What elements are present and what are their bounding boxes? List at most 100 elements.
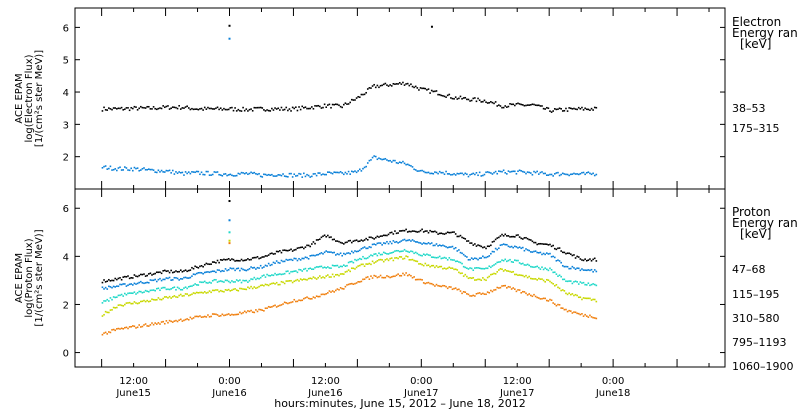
data-point <box>365 91 367 94</box>
y-tick-label: 2 <box>63 300 69 311</box>
data-point <box>592 298 594 301</box>
data-point <box>362 278 364 281</box>
data-point <box>550 299 553 302</box>
data-point <box>293 270 296 272</box>
data-point <box>288 258 291 261</box>
data-point <box>213 270 216 273</box>
data-point <box>568 252 570 255</box>
data-point <box>299 173 302 175</box>
data-point <box>229 173 232 176</box>
data-point <box>366 263 369 265</box>
y-axis-label: ACE EPAM <box>14 73 25 123</box>
data-point <box>280 304 283 306</box>
data-point <box>459 290 462 292</box>
data-point <box>181 171 184 174</box>
data-point <box>581 313 583 315</box>
data-point <box>373 262 375 264</box>
data-point <box>179 171 182 174</box>
data-point <box>515 172 518 175</box>
data-point <box>269 252 272 255</box>
data-point <box>243 109 246 112</box>
data-point <box>127 302 129 304</box>
data-point <box>299 108 302 111</box>
data-point <box>184 106 187 108</box>
data-point <box>143 299 145 302</box>
data-point <box>466 293 468 295</box>
data-point <box>191 171 193 173</box>
data-point <box>450 246 452 248</box>
data-point <box>104 286 107 289</box>
data-point <box>274 175 276 177</box>
data-point <box>224 268 227 270</box>
data-point <box>542 252 545 255</box>
data-point <box>370 236 372 239</box>
data-point <box>595 284 598 287</box>
data-point <box>330 276 332 278</box>
data-point <box>183 107 185 109</box>
data-point <box>437 266 439 269</box>
data-point <box>338 266 340 269</box>
data-point <box>346 103 348 105</box>
data-point <box>341 242 343 244</box>
data-point <box>104 281 107 283</box>
data-point <box>291 301 294 303</box>
data-point <box>510 261 513 263</box>
data-point <box>298 268 300 271</box>
data-point <box>202 272 204 275</box>
data-point <box>170 172 172 174</box>
data-point <box>569 253 572 255</box>
data-point <box>311 297 313 300</box>
data-point <box>298 246 300 249</box>
data-point <box>279 273 281 275</box>
data-point <box>419 229 422 232</box>
data-point <box>162 105 164 107</box>
data-point <box>149 289 152 292</box>
data-point <box>589 297 591 300</box>
data-point <box>584 313 586 316</box>
data-point <box>293 280 296 283</box>
data-point <box>466 275 468 278</box>
data-point <box>547 174 550 176</box>
data-point <box>525 264 527 266</box>
data-point <box>429 265 431 268</box>
data-point <box>293 173 296 176</box>
data-point <box>525 274 527 277</box>
data-point <box>405 272 407 274</box>
data-point <box>187 277 190 279</box>
data-point <box>280 174 283 177</box>
data-point <box>397 273 399 275</box>
data-point <box>231 258 233 260</box>
data-point <box>328 290 331 292</box>
data-point <box>267 173 270 176</box>
data-point <box>290 279 292 282</box>
data-point <box>537 297 540 299</box>
data-point <box>215 271 217 274</box>
data-point <box>558 304 561 306</box>
data-point <box>282 260 284 263</box>
data-point <box>486 255 489 258</box>
data-point <box>215 313 217 316</box>
outlier-point <box>228 242 231 245</box>
data-point <box>592 109 594 111</box>
proton-plot-frame <box>74 188 726 368</box>
data-point <box>347 170 350 173</box>
data-point <box>424 262 427 265</box>
data-point <box>462 275 465 277</box>
data-point <box>171 321 174 323</box>
data-point <box>104 310 107 313</box>
data-point <box>531 173 534 176</box>
data-point <box>263 284 265 287</box>
data-point <box>459 172 462 175</box>
data-point <box>541 278 543 280</box>
data-point <box>525 292 527 295</box>
data-point <box>499 235 502 237</box>
data-point <box>216 259 219 262</box>
outlier-point <box>430 25 433 28</box>
data-point <box>290 301 292 304</box>
data-point <box>213 108 216 110</box>
data-point <box>162 270 164 272</box>
data-point <box>557 108 559 111</box>
data-point <box>547 244 550 246</box>
data-point <box>175 319 177 322</box>
data-point <box>280 273 283 276</box>
